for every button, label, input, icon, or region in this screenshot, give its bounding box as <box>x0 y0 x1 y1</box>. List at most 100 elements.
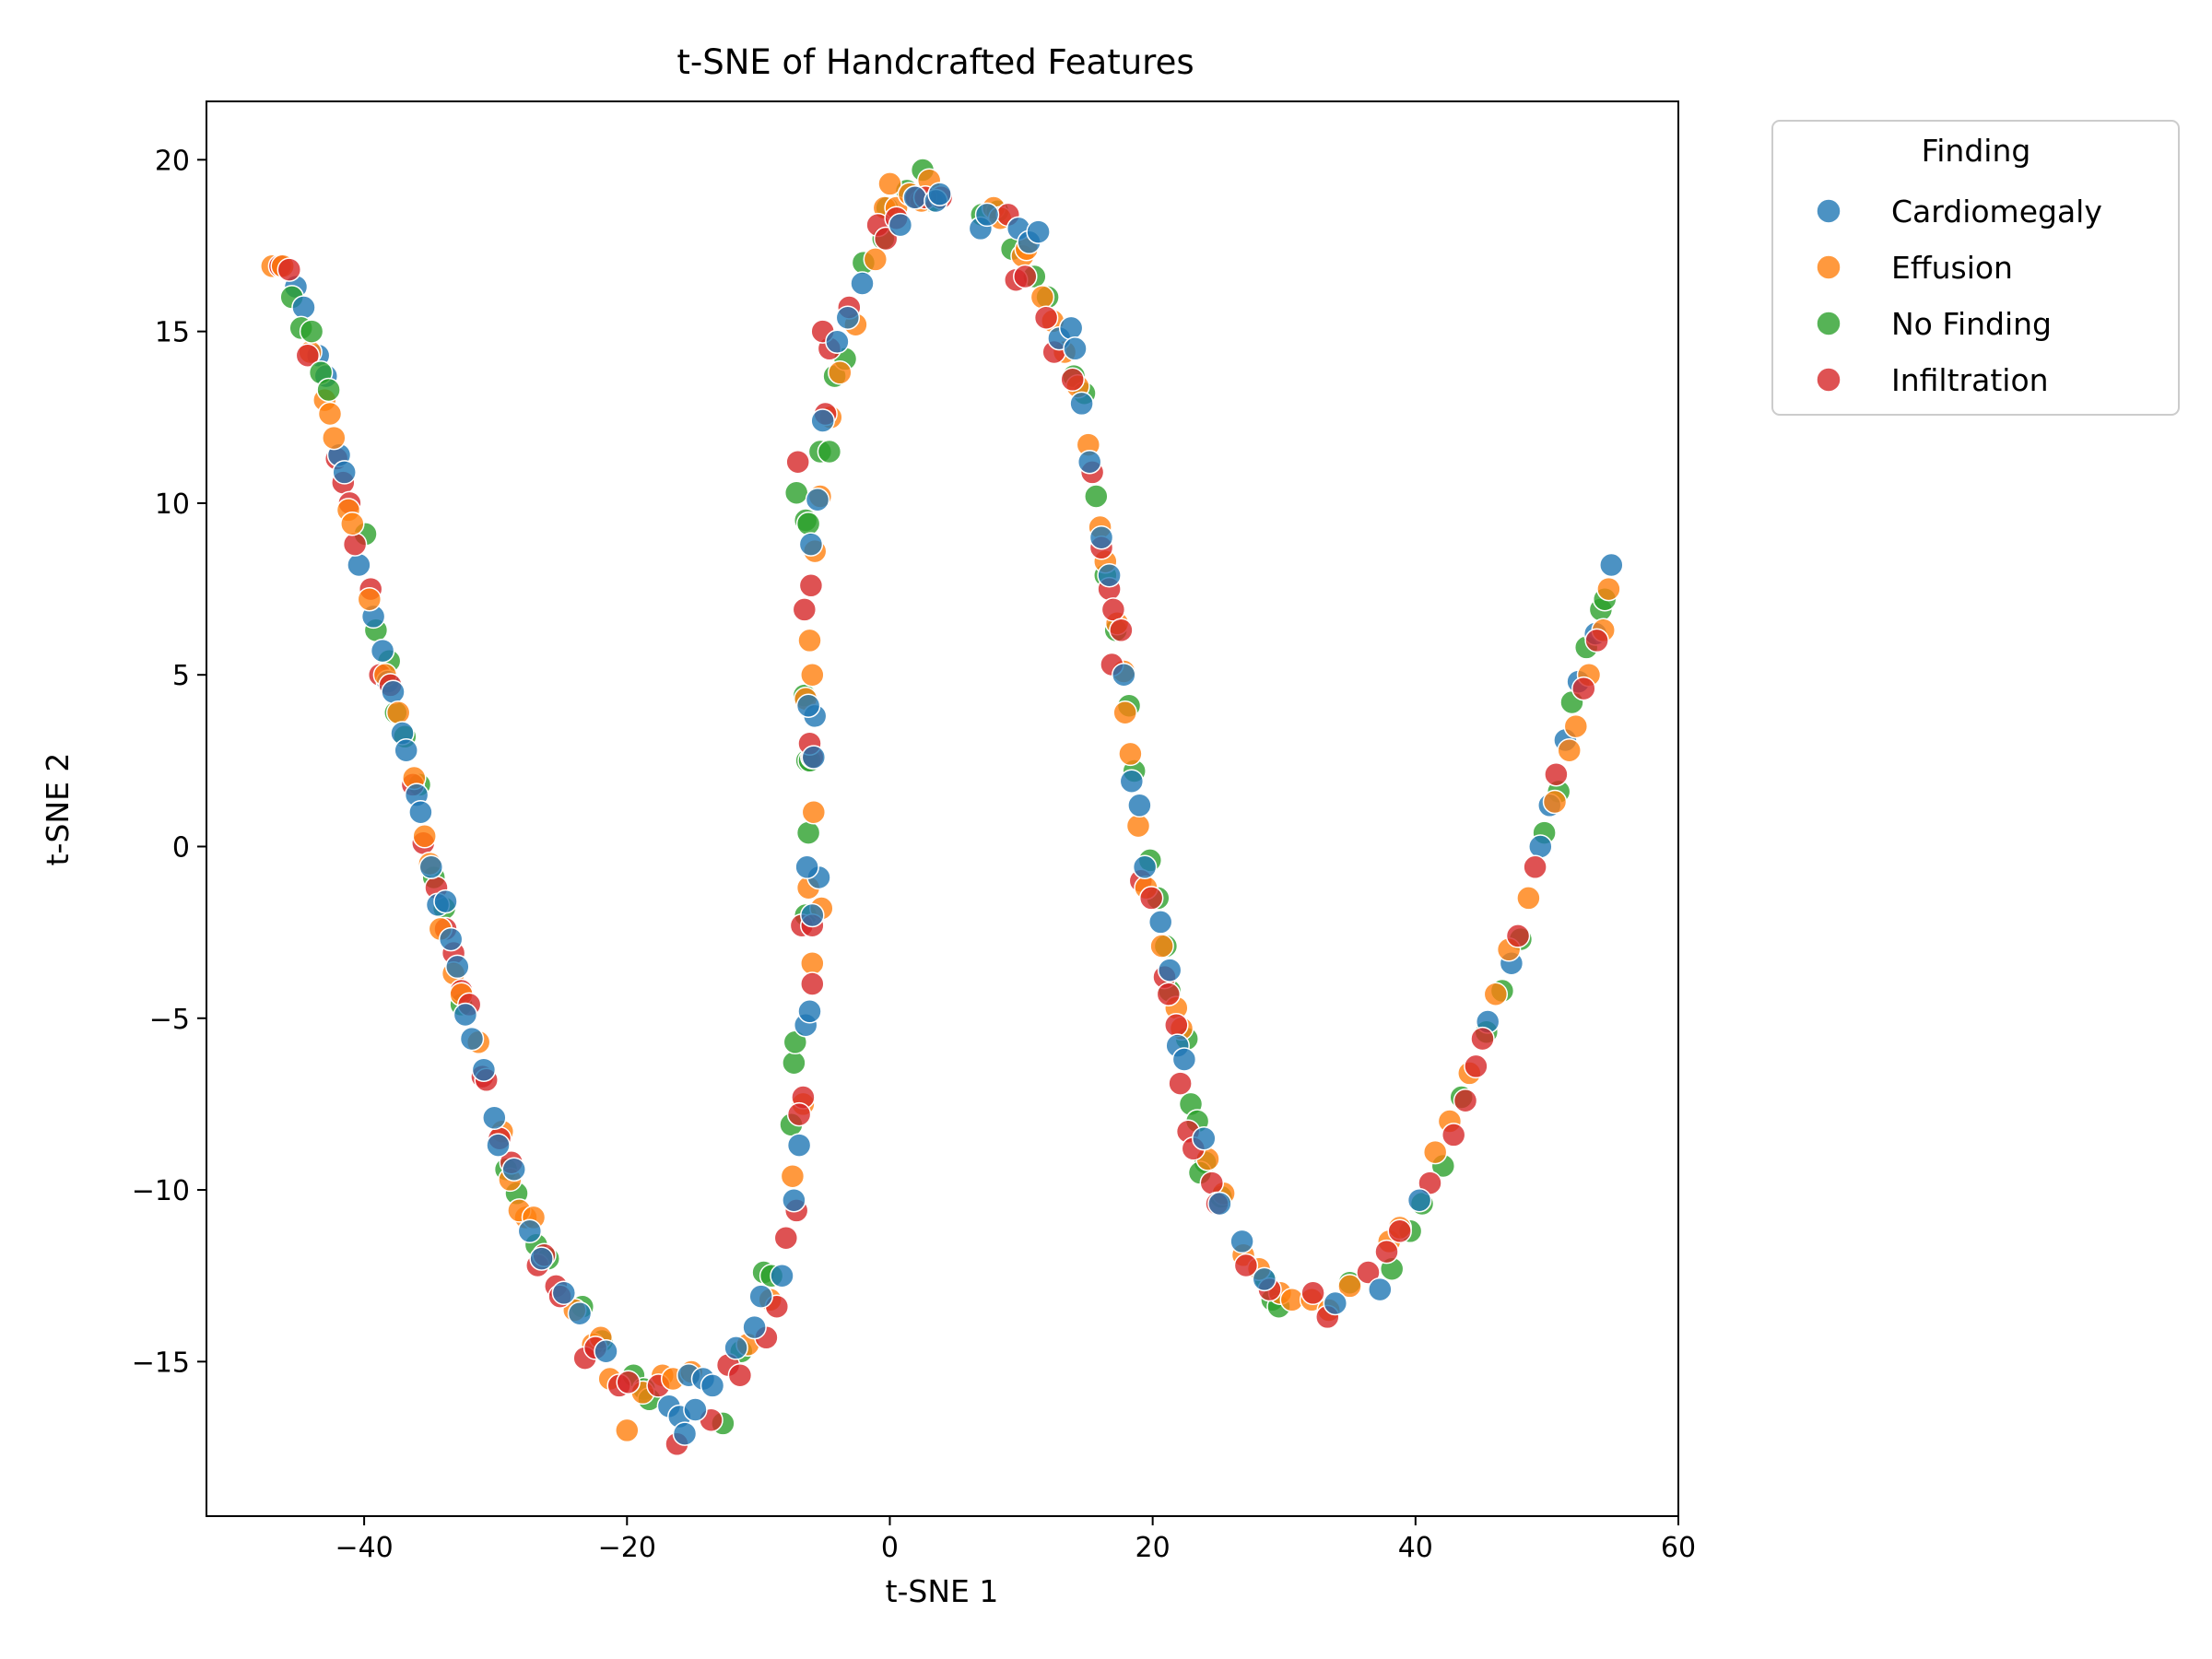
data-point-no-finding <box>795 820 821 845</box>
x-tick-label: 0 <box>881 1532 899 1564</box>
data-point-cardiomegaly <box>438 926 464 952</box>
data-point-effusion <box>1542 789 1568 815</box>
y-tick-label: −5 <box>149 1004 190 1036</box>
data-point-infiltration <box>798 573 824 598</box>
data-point-effusion <box>1483 982 1509 1006</box>
data-point-infiltration <box>1441 1123 1466 1147</box>
data-point-effusion <box>1337 1274 1362 1299</box>
y-tick-label: 5 <box>172 660 190 692</box>
legend-label: Infiltration <box>1891 362 2049 398</box>
data-point-cardiomegaly <box>332 460 357 485</box>
data-point-cardiomegaly <box>594 1338 618 1364</box>
data-point-no-finding <box>1084 484 1109 509</box>
data-point-cardiomegaly <box>459 1026 485 1052</box>
data-point-infiltration <box>276 257 302 282</box>
data-point-infiltration <box>1505 924 1531 948</box>
data-point-cardiomegaly <box>501 1157 526 1182</box>
data-point-cardiomegaly <box>1528 834 1553 859</box>
data-point-cardiomegaly <box>801 745 827 770</box>
x-tick-label: −40 <box>335 1532 393 1564</box>
data-point-cardiomegaly <box>1112 662 1136 688</box>
data-point-effusion <box>1422 1139 1448 1165</box>
data-point-effusion <box>1516 886 1541 911</box>
data-point-cardiomegaly <box>797 999 822 1024</box>
data-point-cardiomegaly <box>1192 1125 1217 1151</box>
data-point-cardiomegaly <box>453 1002 478 1028</box>
data-point-cardiomegaly <box>347 552 371 578</box>
legend-marker <box>1816 311 1841 336</box>
data-point-infiltration <box>1233 1253 1259 1278</box>
data-point-cardiomegaly <box>1058 315 1084 341</box>
data-point-infiltration <box>1013 264 1038 289</box>
data-point-infiltration <box>800 971 825 996</box>
data-point-effusion <box>797 628 822 653</box>
data-point-effusion <box>340 512 365 536</box>
data-point-effusion <box>877 171 902 196</box>
legend-label: Cardiomegaly <box>1891 194 2102 229</box>
data-point-effusion <box>801 799 827 825</box>
data-point-effusion <box>1030 285 1055 310</box>
data-point-cardiomegaly <box>798 532 824 557</box>
data-point-cardiomegaly <box>1157 958 1182 982</box>
y-axis: −15 −10 −5 0 5 10 15 20 <box>132 145 206 1379</box>
x-axis-label: t-SNE 1 <box>886 1573 999 1609</box>
data-point-no-finding <box>316 377 341 403</box>
data-point-cardiomegaly <box>482 1105 507 1131</box>
data-point-cardiomegaly <box>1077 449 1102 475</box>
data-point-effusion <box>1118 741 1143 767</box>
data-point-cardiomegaly <box>433 888 458 914</box>
data-point-infiltration <box>1164 1012 1189 1038</box>
data-point-infiltration <box>1033 305 1059 330</box>
data-point-effusion <box>1112 700 1137 725</box>
data-point-infiltration <box>1060 367 1085 393</box>
data-point-cardiomegaly <box>567 1300 593 1326</box>
data-point-cardiomegaly <box>1069 391 1094 417</box>
data-point-effusion <box>317 401 343 427</box>
y-tick-label: −10 <box>132 1175 190 1207</box>
data-point-cardiomegaly <box>742 1314 767 1340</box>
legend-entries: Cardiomegaly Effusion No Finding Infiltrati… <box>1816 194 2102 398</box>
data-point-cardiomegaly <box>517 1218 543 1244</box>
data-point-no-finding <box>299 319 324 344</box>
data-point-cardiomegaly <box>794 854 819 880</box>
data-point-cardiomegaly <box>683 1397 708 1422</box>
data-point-infiltration <box>1374 1239 1399 1265</box>
data-point-effusion <box>322 425 347 451</box>
data-point-infiltration <box>1584 628 1609 653</box>
y-tick-label: −15 <box>132 1347 190 1379</box>
data-point-cardiomegaly <box>291 295 316 320</box>
data-point-no-finding <box>795 512 821 536</box>
data-point-cardiomegaly <box>974 202 1000 228</box>
data-point-no-finding <box>782 1050 806 1076</box>
data-point-cardiomegaly <box>888 212 913 238</box>
data-point-cardiomegaly <box>724 1335 748 1360</box>
data-point-effusion <box>800 662 825 688</box>
data-point-infiltration <box>1138 886 1164 911</box>
data-point-infiltration <box>295 343 321 368</box>
y-tick-label: 0 <box>172 831 190 864</box>
data-point-cardiomegaly <box>486 1133 511 1158</box>
chart-title: t-SNE of Handcrafted Features <box>677 42 1194 82</box>
data-point-cardiomegaly <box>805 487 830 512</box>
legend-box <box>1771 120 2180 416</box>
data-point-cardiomegaly <box>850 271 875 296</box>
data-point-cardiomegaly <box>1252 1266 1277 1292</box>
data-point-infiltration <box>792 597 818 622</box>
x-tick-label: −20 <box>598 1532 656 1564</box>
data-point-infiltration <box>1356 1260 1381 1285</box>
data-point-cardiomegaly <box>1368 1277 1393 1302</box>
data-point-cardiomegaly <box>786 1133 812 1158</box>
data-point-infiltration <box>1387 1218 1412 1244</box>
data-point-effusion <box>615 1418 640 1443</box>
data-point-cardiomegaly <box>1171 1047 1197 1072</box>
data-point-infiltration <box>786 1101 812 1127</box>
data-point-effusion <box>800 950 825 976</box>
legend-marker <box>1816 367 1841 393</box>
data-point-cardiomegaly <box>529 1246 554 1271</box>
plot-frame <box>206 100 1679 1517</box>
data-point-cardiomegaly <box>1088 524 1114 550</box>
legend-marker <box>1816 198 1841 224</box>
data-point-infiltration <box>1199 1171 1225 1195</box>
data-point-cardiomegaly <box>902 185 927 210</box>
